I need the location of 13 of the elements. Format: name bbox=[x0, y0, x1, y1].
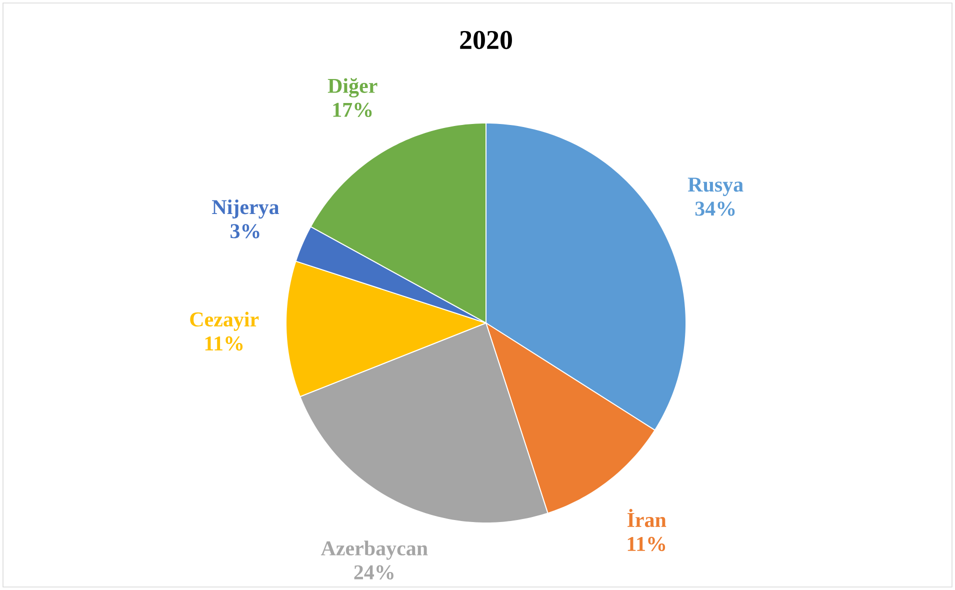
slice-label: Azerbaycan bbox=[320, 540, 428, 560]
data-label: 3% bbox=[230, 224, 260, 238]
chart-title: 2020 bbox=[460, 30, 512, 50]
data-label: 24% bbox=[354, 565, 394, 580]
slice-label: Cezayir bbox=[190, 312, 259, 331]
data-label: 34% bbox=[695, 202, 735, 216]
slice-label: Diğer bbox=[328, 78, 378, 98]
slice-label: Nijerya bbox=[212, 199, 280, 219]
slice-label: İran bbox=[627, 508, 666, 528]
data-label: 17% bbox=[333, 102, 372, 118]
data-label: 11% bbox=[205, 336, 243, 351]
data-label: 11% bbox=[628, 536, 666, 552]
slice-label: Rusya bbox=[688, 178, 744, 196]
